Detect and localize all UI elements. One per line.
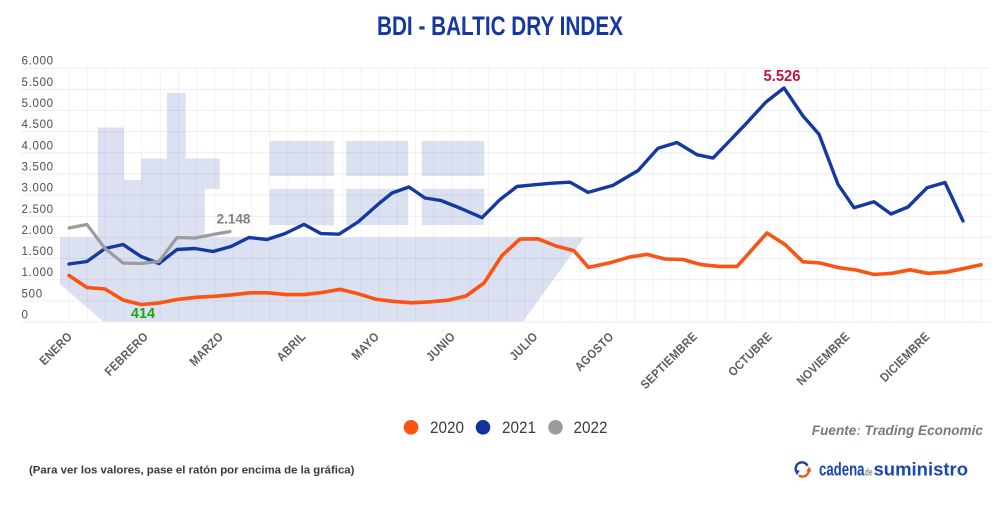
svg-text:6.000: 6.000	[22, 56, 54, 68]
svg-text:1.000: 1.000	[22, 267, 54, 279]
svg-text:5.526: 5.526	[764, 68, 801, 85]
svg-text:500: 500	[22, 288, 43, 300]
svg-text:2022: 2022	[574, 419, 608, 437]
svg-text:2.000: 2.000	[22, 225, 54, 237]
svg-text:4.500: 4.500	[22, 119, 54, 131]
svg-text:4.000: 4.000	[22, 140, 54, 152]
svg-text:5.500: 5.500	[22, 77, 54, 89]
svg-text:2021: 2021	[502, 419, 536, 437]
svg-text:Fuente: Trading Economic: Fuente: Trading Economic	[812, 423, 984, 438]
svg-text:2020: 2020	[430, 419, 464, 437]
svg-text:de: de	[865, 468, 873, 479]
svg-text:BDI - BALTIC DRY INDEX: BDI - BALTIC DRY INDEX	[377, 11, 623, 41]
svg-text:3.500: 3.500	[22, 161, 54, 173]
svg-text:0: 0	[22, 310, 29, 322]
svg-text:414: 414	[131, 306, 155, 322]
svg-text:3.000: 3.000	[22, 183, 54, 195]
svg-text:1.500: 1.500	[22, 246, 54, 258]
svg-text:5.000: 5.000	[22, 98, 54, 110]
svg-text:2.148: 2.148	[217, 212, 251, 227]
svg-text:cadena: cadena	[819, 460, 865, 480]
svg-text:(Para ver los valores, pase el: (Para ver los valores, pase el ratón por…	[29, 465, 355, 477]
svg-text:suministro: suministro	[874, 460, 969, 480]
svg-text:2.500: 2.500	[22, 204, 54, 216]
